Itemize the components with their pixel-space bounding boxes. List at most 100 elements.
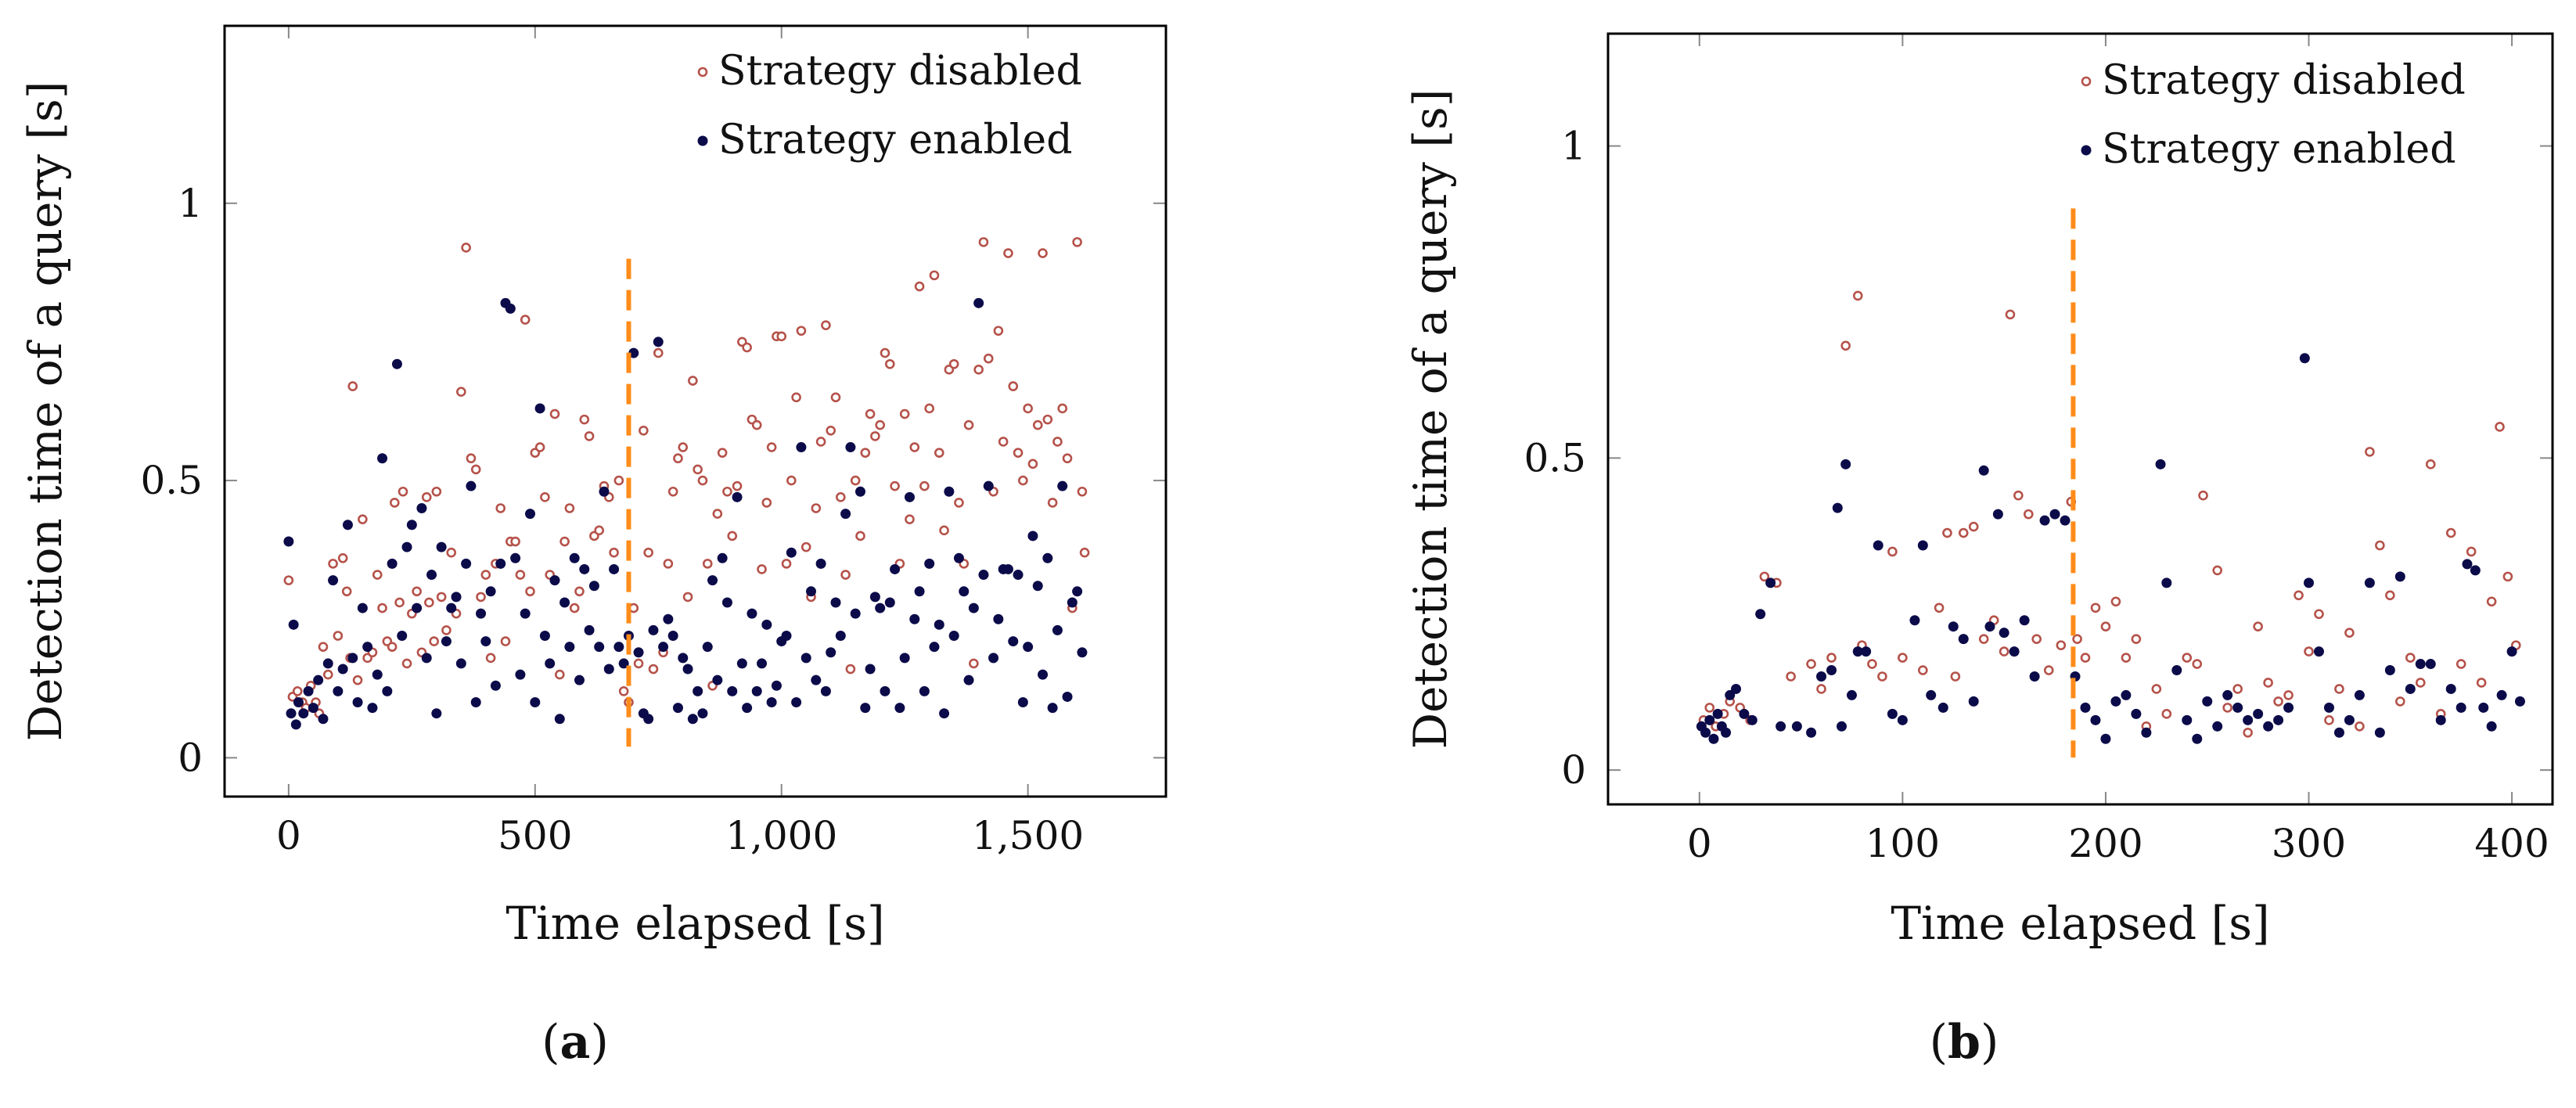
data-point [2355, 721, 2365, 732]
data-point [328, 575, 339, 586]
data-point [1873, 540, 1883, 551]
data-point [899, 408, 910, 419]
legend-label: Strategy disabled [2102, 57, 2466, 104]
y-tick-label: 1 [178, 181, 203, 226]
data-point [525, 586, 535, 597]
data-point [2161, 709, 2172, 719]
data-point [712, 509, 723, 519]
data-point [490, 680, 501, 691]
legend-marker [697, 67, 708, 77]
data-point [292, 686, 303, 696]
data-point [2455, 659, 2466, 669]
data-point [845, 442, 856, 453]
data-point [2394, 571, 2405, 582]
data-point [909, 442, 920, 452]
data-point [2435, 714, 2446, 725]
data-point [515, 669, 526, 680]
data-point [854, 486, 865, 497]
data-point [446, 603, 457, 613]
data-point [924, 558, 935, 569]
data-point [1958, 634, 1969, 645]
data-point [2155, 459, 2166, 469]
data-point [347, 381, 358, 391]
data-point [401, 658, 412, 669]
data-point [1062, 453, 1073, 464]
data-point [500, 636, 511, 646]
data-point [2192, 659, 2203, 669]
data-point [2202, 696, 2213, 707]
data-point [682, 592, 693, 603]
data-point [412, 603, 423, 613]
data-point [909, 613, 920, 624]
data-point [663, 613, 674, 624]
data-point [2313, 646, 2324, 657]
data-point [1999, 628, 2009, 639]
data-point [860, 448, 871, 458]
data-point [2121, 689, 2132, 700]
data-point [389, 498, 400, 508]
data-point [2253, 708, 2264, 719]
data-point [1791, 721, 1802, 732]
data-point [653, 347, 664, 358]
data-point [757, 564, 767, 574]
data-point [303, 685, 314, 696]
data-point [2514, 696, 2525, 707]
data-point [2024, 509, 2034, 520]
data-point [594, 525, 604, 536]
data-point [2243, 714, 2254, 725]
data-point [429, 636, 439, 646]
data-point [633, 647, 644, 658]
data-point [953, 552, 964, 563]
data-point [559, 536, 570, 547]
data-point [1721, 727, 1732, 738]
data-point [2384, 665, 2395, 676]
data-point [318, 714, 329, 725]
data-point [2232, 702, 2243, 713]
data-point [736, 658, 747, 669]
data-point [2263, 721, 2274, 732]
data-point [978, 570, 989, 581]
data-point [574, 675, 585, 685]
data-point [2019, 615, 2030, 626]
data-point [2222, 689, 2233, 700]
data-point [1079, 547, 1090, 558]
data-point [298, 708, 309, 719]
x-tick-label: 300 [2272, 821, 2346, 866]
legend-label: Strategy enabled [2102, 126, 2456, 173]
data-point [1918, 665, 1928, 675]
data-point [569, 603, 580, 613]
data-point [2364, 577, 2375, 588]
data-point [993, 613, 1004, 624]
data-point [2415, 659, 2426, 670]
data-point [1072, 586, 1083, 597]
data-point [357, 603, 368, 613]
y-axis-title: Detection time of a query [s] [1404, 89, 1457, 750]
data-point [1968, 696, 1979, 707]
data-point [1052, 437, 1063, 447]
data-point [2263, 678, 2273, 688]
data-point [2182, 714, 2193, 725]
data-point [2374, 727, 2385, 738]
data-point [761, 498, 772, 508]
data-point [2283, 690, 2294, 700]
data-point [2314, 609, 2324, 620]
data-point [643, 714, 654, 725]
data-point [648, 624, 659, 635]
data-point [574, 586, 585, 597]
data-point [2243, 727, 2253, 738]
data-point [2273, 696, 2283, 707]
data-point [1861, 646, 1872, 657]
data-point [781, 559, 792, 569]
data-point [1038, 248, 1048, 258]
data-point [559, 597, 570, 608]
data-point [1755, 609, 1766, 620]
data-point [1731, 683, 1742, 694]
data-point [667, 486, 678, 497]
data-point [2100, 621, 2111, 631]
data-point [875, 603, 886, 613]
data-point [929, 270, 940, 281]
data-point [2273, 714, 2284, 725]
x-tick-label: 400 [2474, 821, 2549, 866]
data-point [554, 669, 565, 680]
data-point [884, 597, 895, 608]
